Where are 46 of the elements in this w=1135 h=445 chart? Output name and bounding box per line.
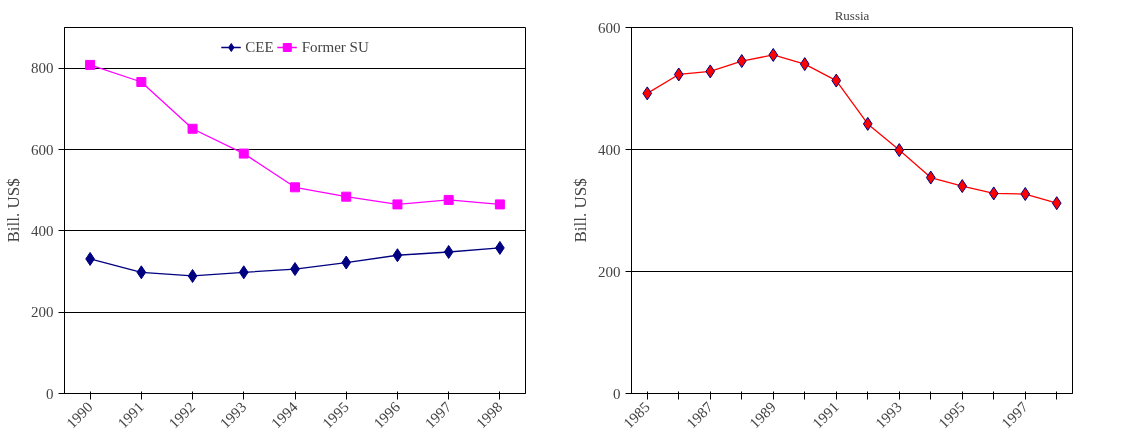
point (705, 64, 716, 79)
y-tick-label: 0 (46, 385, 54, 402)
point (673, 67, 684, 82)
y-tick-label: 600 (598, 19, 621, 36)
point (1051, 196, 1062, 211)
point (894, 143, 905, 158)
point (187, 268, 198, 283)
point (443, 244, 454, 259)
point (768, 47, 779, 62)
y-tick-label: 400 (598, 141, 621, 158)
point (187, 123, 198, 134)
point (136, 265, 147, 280)
point (736, 54, 747, 69)
legend-label: Former SU (301, 38, 369, 56)
point (85, 59, 96, 70)
y-tick-label: 200 (598, 263, 621, 280)
point (136, 76, 147, 87)
point (799, 57, 810, 72)
point (238, 265, 249, 280)
point (957, 179, 968, 194)
point (1020, 187, 1031, 202)
x-tick-label: 1993 (872, 398, 905, 432)
point (290, 182, 300, 193)
x-tick-label: 1991 (809, 398, 842, 432)
point (831, 73, 842, 88)
point (862, 116, 873, 131)
y-tick-label: 200 (31, 304, 54, 321)
point (341, 255, 352, 270)
legend-label: CEE (245, 38, 274, 56)
point (494, 199, 505, 210)
point (443, 194, 454, 205)
point (925, 170, 936, 185)
chart-title: Russia (834, 7, 870, 23)
point (988, 186, 999, 201)
y-tick-label: 600 (31, 141, 54, 158)
point (642, 86, 653, 101)
y-tick-label: 400 (31, 222, 54, 239)
y-axis-title: Bill. US$ (571, 178, 590, 243)
point (392, 248, 403, 263)
point (341, 191, 352, 202)
point (392, 199, 403, 210)
point (238, 148, 249, 159)
y-axis-title: Bill. US$ (4, 178, 23, 243)
x-tick-label: 1991 (114, 398, 147, 432)
y-tick-label: 800 (31, 60, 54, 77)
y-tick-label: 0 (613, 385, 621, 402)
